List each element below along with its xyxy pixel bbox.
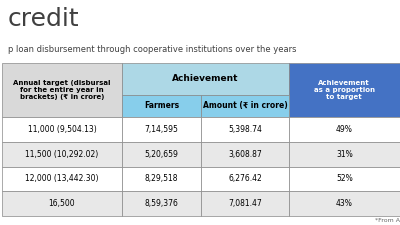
Bar [122,142,201,166]
Text: 11,000 (9,504.13): 11,000 (9,504.13) [28,125,96,134]
Bar [2,142,122,166]
Bar [201,142,289,166]
Text: Achievement: Achievement [172,74,238,83]
Bar [2,191,122,216]
Text: Achievement
as a proportion
to target: Achievement as a proportion to target [314,80,375,100]
Bar [201,191,289,216]
Text: 43%: 43% [336,199,353,208]
Text: 7,14,595: 7,14,595 [144,125,178,134]
Bar [122,166,201,191]
Bar [2,117,122,142]
Bar [122,63,289,94]
Bar [122,94,201,117]
Bar [289,142,400,166]
Text: Farmers: Farmers [144,101,179,110]
Text: 7,081.47: 7,081.47 [228,199,262,208]
Text: p loan disbursement through cooperative institutions over the years: p loan disbursement through cooperative … [8,45,296,54]
Bar [289,191,400,216]
Text: 5,398.74: 5,398.74 [228,125,262,134]
Bar [201,117,289,142]
Text: 11,500 (10,292.02): 11,500 (10,292.02) [25,150,98,159]
Bar [289,166,400,191]
Text: Amount (₹ in crore): Amount (₹ in crore) [202,101,287,110]
Text: 3,608.87: 3,608.87 [228,150,262,159]
Text: 16,500: 16,500 [48,199,75,208]
Bar [201,94,289,117]
Bar [201,166,289,191]
Text: credit: credit [8,7,80,31]
Bar [289,63,400,117]
Text: Annual target (disbursal
for the entire year in
brackets) (₹ in crore): Annual target (disbursal for the entire … [13,80,111,100]
Text: 5,20,659: 5,20,659 [144,150,178,159]
Text: 8,29,518: 8,29,518 [145,174,178,183]
Text: 12,000 (13,442.30): 12,000 (13,442.30) [25,174,99,183]
Bar [122,117,201,142]
Text: 52%: 52% [336,174,353,183]
Text: 49%: 49% [336,125,353,134]
Text: *From A: *From A [375,218,400,223]
Bar [2,166,122,191]
Text: 6,276.42: 6,276.42 [228,174,262,183]
Bar [2,63,122,117]
Text: 31%: 31% [336,150,353,159]
Text: 8,59,376: 8,59,376 [144,199,178,208]
Bar [122,191,201,216]
Bar [289,117,400,142]
